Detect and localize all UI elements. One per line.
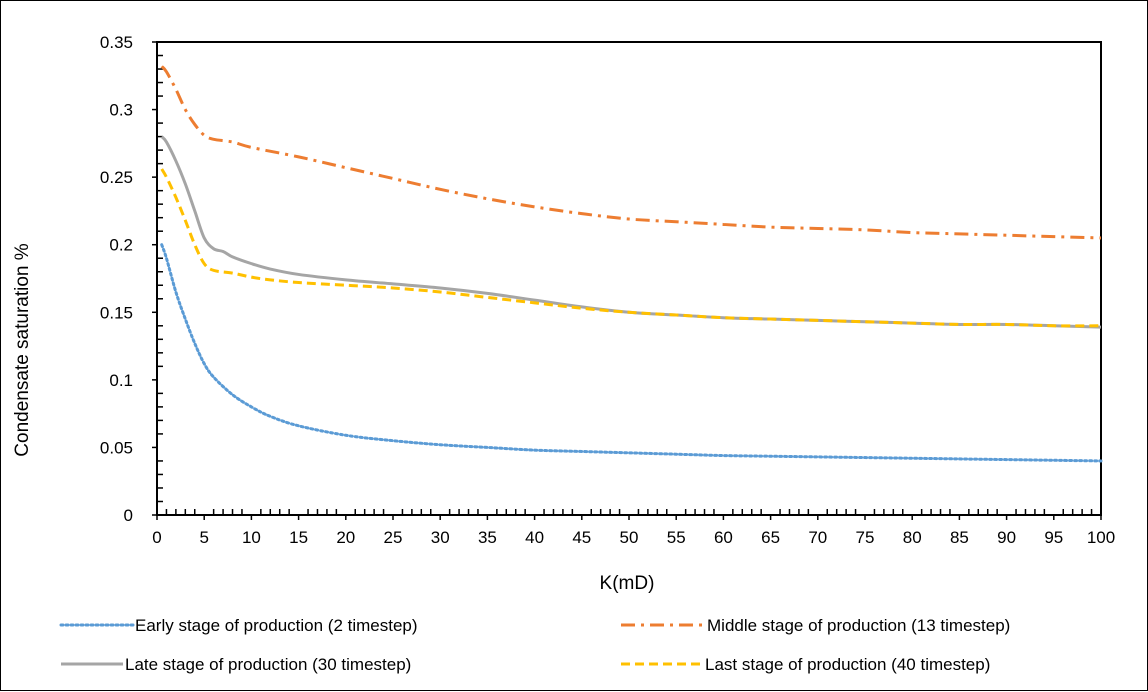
series-line-last bbox=[160, 168, 1102, 328]
series-line-middle bbox=[160, 65, 1102, 240]
x-tick-label: 55 bbox=[667, 528, 686, 547]
x-tick-label: 40 bbox=[525, 528, 544, 547]
x-tick-label: 25 bbox=[384, 528, 403, 547]
legend-entry-last: Last stage of production (40 timestep) bbox=[621, 655, 990, 674]
x-tick-label: 100 bbox=[1087, 528, 1115, 547]
y-axis-label: Condensate saturation % bbox=[12, 243, 33, 456]
y-tick-label: 0.2 bbox=[109, 236, 133, 255]
x-tick-label: 35 bbox=[478, 528, 497, 547]
x-tick-label: 10 bbox=[242, 528, 261, 547]
x-tick-label: 5 bbox=[199, 528, 208, 547]
x-tick-label: 75 bbox=[856, 528, 875, 547]
x-tick-label: 95 bbox=[1044, 528, 1063, 547]
legend-label-late: Late stage of production (30 timestep) bbox=[125, 655, 411, 674]
x-tick-label: 60 bbox=[714, 528, 733, 547]
legend: Early stage of production (2 timestep) M… bbox=[59, 616, 1010, 674]
x-axis-label: K(mD) bbox=[600, 573, 655, 594]
y-tick-label: 0.25 bbox=[100, 168, 133, 187]
legend-label-early: Early stage of production (2 timestep) bbox=[135, 616, 418, 635]
x-tick-label: 90 bbox=[997, 528, 1016, 547]
x-tick-label: 0 bbox=[152, 528, 161, 547]
x-tick-label: 85 bbox=[950, 528, 969, 547]
series-line-early bbox=[160, 243, 1103, 463]
legend-entry-late: Late stage of production (30 timestep) bbox=[61, 655, 411, 674]
tick-labels-group: 0 5 10 15 20 25 30 35 40 45 50 55 60 65 70 75 80 85 90 95 10… bbox=[100, 33, 1115, 547]
y-tick-label: 0.35 bbox=[100, 33, 133, 52]
legend-label-middle: Middle stage of production (13 timestep) bbox=[707, 616, 1010, 635]
series-group bbox=[160, 65, 1103, 463]
x-tick-label: 30 bbox=[431, 528, 450, 547]
y-tick-label: 0.1 bbox=[109, 371, 133, 390]
legend-label-last: Last stage of production (40 timestep) bbox=[705, 655, 990, 674]
y-tick-label: 0.15 bbox=[100, 303, 133, 322]
axes-group bbox=[152, 41, 1102, 520]
y-tick-label: 0 bbox=[124, 506, 133, 525]
legend-entry-early: Early stage of production (2 timestep) bbox=[59, 616, 418, 635]
y-tick-label: 0.05 bbox=[100, 438, 133, 457]
x-tick-label: 45 bbox=[572, 528, 591, 547]
plot-area-border bbox=[156, 41, 1102, 516]
y-tick-label: 0.3 bbox=[109, 101, 133, 120]
series-line-late bbox=[160, 135, 1102, 329]
x-tick-label: 80 bbox=[903, 528, 922, 547]
x-tick-label: 70 bbox=[808, 528, 827, 547]
x-tick-label: 20 bbox=[336, 528, 355, 547]
x-tick-label: 65 bbox=[761, 528, 780, 547]
x-tick-label: 15 bbox=[289, 528, 308, 547]
legend-entry-middle: Middle stage of production (13 timestep) bbox=[621, 616, 1010, 635]
x-tick-label: 50 bbox=[620, 528, 639, 547]
